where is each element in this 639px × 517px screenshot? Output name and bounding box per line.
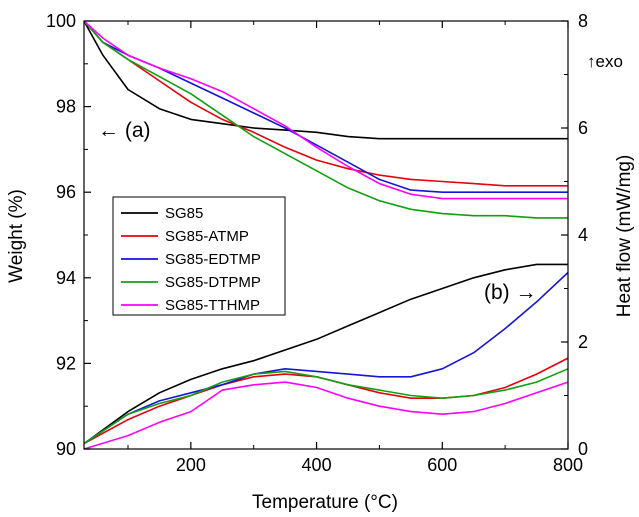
dsc-line-sg85-edtmp xyxy=(83,271,569,445)
x-axis-title: Temperature (°C) xyxy=(252,492,398,513)
x-tick-label: 400 xyxy=(302,455,332,475)
y-left-tick-label: 100 xyxy=(46,11,76,31)
y-right-tick-label: 2 xyxy=(578,332,588,352)
y-right-tick-label: 8 xyxy=(578,11,588,31)
legend-box xyxy=(112,196,286,316)
y-left-tick-label: 98 xyxy=(56,97,76,117)
y-right-tick-label: 0 xyxy=(578,439,588,459)
dsc-line-sg85-atmp xyxy=(83,357,569,445)
dsc-line-sg85 xyxy=(83,263,568,445)
x-tick-label: 800 xyxy=(553,455,583,475)
tga-line-sg85-tthmp xyxy=(83,20,568,200)
y-right-tick-label: 4 xyxy=(578,225,588,245)
exo-annotation: ↑exo xyxy=(587,52,623,71)
tga-line-sg85-atmp xyxy=(83,20,568,187)
dsc-line-sg85-dtpmp xyxy=(83,368,569,445)
y-left-tick-label: 90 xyxy=(56,439,76,459)
x-tick-label: 600 xyxy=(427,455,457,475)
ticks-layer xyxy=(84,20,569,450)
x-tick-label: 200 xyxy=(176,455,206,475)
annotation-b: (b) → xyxy=(484,281,537,304)
tga-line-sg85-dtpmp xyxy=(83,20,568,219)
tga-line-sg85 xyxy=(83,20,568,140)
series-layer xyxy=(83,20,569,450)
legend-label-sg85-tthmp: SG85-TTHMP xyxy=(165,297,260,314)
labels-layer: 200 400 600 800 90 92 94 96 98 100 0 2 4 6 8 xyxy=(46,11,588,475)
annotation-a: ← (a) xyxy=(98,119,151,142)
y-axis-right-title: Heat flow (mW/mg) xyxy=(614,155,635,318)
legend: SG85 SG85-ATMP SG85-EDTMP SG85-DTPMP SG85-TT… xyxy=(112,196,286,316)
y-left-tick-label: 96 xyxy=(56,182,76,202)
legend-label-sg85-atmp: SG85-ATMP xyxy=(165,228,249,245)
y-right-tick-label: 6 xyxy=(578,118,588,138)
y-left-tick-label: 94 xyxy=(56,268,76,288)
y-axis-left-title: Weight (%) xyxy=(6,189,27,283)
legend-label-sg85-edtmp: SG85-EDTMP xyxy=(165,251,261,268)
legend-label-sg85: SG85 xyxy=(165,205,203,222)
y-left-tick-label: 92 xyxy=(56,353,76,373)
legend-label-sg85-dtpmp: SG85-DTPMP xyxy=(165,274,261,291)
dsc-line-sg85-tthmp xyxy=(83,381,569,450)
